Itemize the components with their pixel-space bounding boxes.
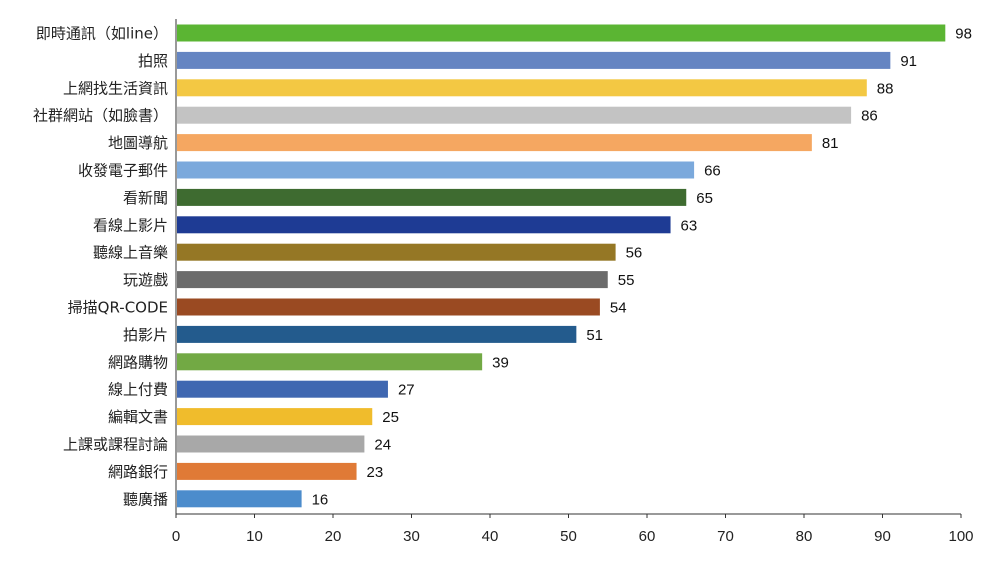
- data-label: 66: [704, 163, 721, 180]
- category-label: 上課或課程討論: [63, 436, 168, 454]
- data-label: 55: [618, 272, 635, 289]
- bar: [177, 271, 608, 289]
- category-label: 玩遊戲: [123, 271, 168, 289]
- data-label: 91: [900, 53, 917, 70]
- bar: [177, 134, 812, 152]
- data-label: 88: [877, 80, 894, 97]
- category-label: 拍照: [138, 52, 168, 70]
- data-label: 23: [367, 464, 384, 481]
- x-tick-label: 70: [717, 528, 734, 545]
- data-label: 27: [398, 382, 415, 399]
- data-label: 54: [610, 300, 627, 317]
- bar: [177, 106, 852, 124]
- category-label: 即時通訊（如line）: [36, 25, 168, 43]
- data-label: 56: [626, 245, 643, 262]
- bar: [177, 298, 600, 316]
- data-label: 16: [312, 491, 329, 508]
- bar: [177, 490, 302, 508]
- bar: [177, 188, 687, 206]
- category-label: 網路銀行: [108, 463, 168, 481]
- category-label: 網路購物: [108, 353, 168, 371]
- data-label: 24: [374, 437, 391, 454]
- x-tick-label: 20: [325, 528, 342, 545]
- bar: [177, 24, 946, 42]
- x-tick-label: 0: [172, 528, 180, 545]
- bar: [177, 325, 577, 343]
- category-label: 看線上影片: [93, 216, 168, 234]
- x-tick-label: 10: [246, 528, 263, 545]
- bar: [177, 408, 373, 426]
- x-tick-label: 50: [560, 528, 577, 545]
- x-tick-label: 100: [948, 528, 973, 545]
- bar: [177, 243, 616, 261]
- bar: [177, 79, 867, 97]
- category-label: 線上付費: [108, 381, 168, 399]
- data-label: 51: [586, 327, 603, 344]
- bar: [177, 353, 483, 371]
- data-label: 65: [696, 190, 713, 207]
- bar: [177, 51, 891, 69]
- data-label: 98: [955, 26, 972, 43]
- category-label: 編輯文書: [108, 408, 168, 426]
- category-label: 聽線上音樂: [93, 244, 168, 262]
- bar: [177, 161, 695, 179]
- bar: [177, 462, 357, 480]
- data-label: 86: [861, 108, 878, 125]
- category-label: 聽廣播: [123, 490, 168, 508]
- x-tick-label: 40: [482, 528, 499, 545]
- data-label: 25: [382, 409, 399, 426]
- bar: [177, 435, 365, 453]
- x-tick-label: 80: [796, 528, 813, 545]
- x-tick-label: 60: [639, 528, 656, 545]
- category-label: 地圖導航: [108, 134, 168, 152]
- category-label: 社群網站（如臉書）: [33, 107, 168, 125]
- data-label: 63: [681, 217, 698, 234]
- x-tick-label: 30: [403, 528, 420, 545]
- category-label: 拍影片: [123, 326, 168, 344]
- category-label: 收發電子郵件: [78, 162, 168, 180]
- x-tick-label: 90: [874, 528, 891, 545]
- data-label: 81: [822, 135, 839, 152]
- bar: [177, 380, 388, 398]
- category-label: 看新聞: [123, 189, 168, 207]
- data-label: 39: [492, 354, 509, 371]
- bar: [177, 216, 671, 234]
- category-label: 上網找生活資訊: [63, 79, 168, 97]
- category-label: 掃描QR-CODE: [68, 299, 168, 317]
